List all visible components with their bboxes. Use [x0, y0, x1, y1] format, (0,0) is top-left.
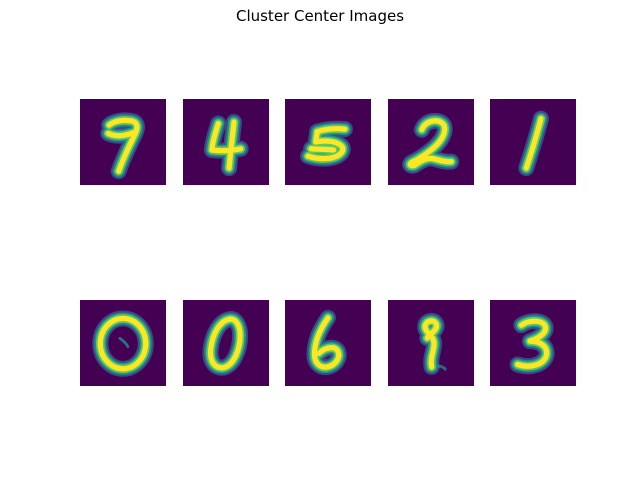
digit-four-image: [183, 99, 269, 185]
digit-six-image: [285, 300, 371, 386]
digit-two-image: [388, 99, 474, 185]
cluster-center-image-6: [80, 300, 166, 386]
figure-title: Cluster Center Images: [235, 7, 405, 25]
cluster-center-image-3: [285, 99, 371, 185]
digit-one-image: [490, 99, 576, 185]
cluster-center-image-9: [388, 300, 474, 386]
digit-seven-image: [80, 99, 166, 185]
cluster-center-image-1: [80, 99, 166, 185]
cluster-center-image-4: [388, 99, 474, 185]
digit-three-image: [490, 300, 576, 386]
cluster-center-image-2: [183, 99, 269, 185]
cluster-center-image-5: [490, 99, 576, 185]
digit-five-image: [285, 99, 371, 185]
digit-eight-image: [388, 300, 474, 386]
cluster-center-image-10: [490, 300, 576, 386]
digit-zero-round-image: [80, 300, 166, 386]
cluster-center-image-8: [285, 300, 371, 386]
cluster-center-image-7: [183, 300, 269, 386]
digit-zero-narrow-image: [183, 300, 269, 386]
